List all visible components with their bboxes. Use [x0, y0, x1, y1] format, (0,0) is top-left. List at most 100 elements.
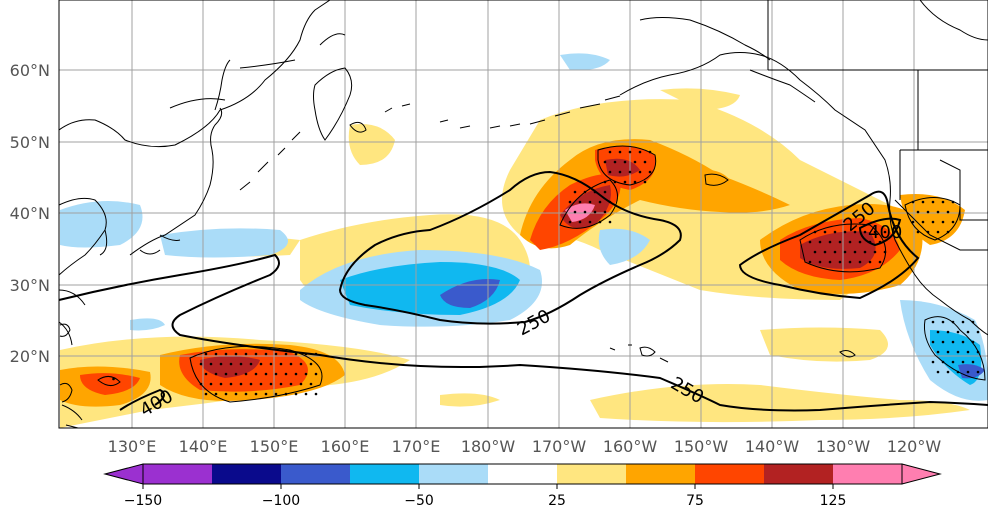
- lon-label: 180°W: [461, 437, 516, 456]
- stipple-dot: [224, 392, 228, 396]
- stipple-dot: [299, 382, 303, 386]
- stipple-dot: [941, 220, 945, 224]
- stipple-dot: [946, 350, 950, 354]
- stipple-dot: [853, 230, 857, 234]
- lat-label: 40°N: [10, 204, 50, 223]
- contour-label: 400: [868, 222, 902, 243]
- stipple-dot: [568, 220, 572, 224]
- lat-label: 60°N: [10, 61, 50, 80]
- stipple-dot: [838, 260, 842, 264]
- stipple-dot: [873, 230, 877, 234]
- stipple-dot: [294, 392, 298, 396]
- lon-label: 170°W: [532, 437, 587, 456]
- lon-label: 140°W: [745, 437, 800, 456]
- stipple-dot: [966, 370, 970, 374]
- stipple-dot: [112, 377, 115, 381]
- stipple-dot: [249, 382, 253, 386]
- stipple-dot: [956, 330, 960, 334]
- stipple-dot: [931, 340, 935, 344]
- stipple-dot: [593, 210, 597, 214]
- stipple-dot: [204, 352, 208, 356]
- stipple-dot: [259, 362, 263, 366]
- stipple-dot: [951, 220, 955, 224]
- stipple-dot: [848, 240, 852, 244]
- stipple-dot: [249, 362, 253, 366]
- stipple-dot: [936, 210, 940, 214]
- stipple-dot: [843, 230, 847, 234]
- stipple-dot: [274, 352, 278, 356]
- stipple-dot: [299, 362, 303, 366]
- stipple-dot: [603, 190, 607, 194]
- stipple-dot: [583, 210, 587, 214]
- lon-label: 150°W: [674, 437, 729, 456]
- longitude-labels: 130°E 140°E 150°E 160°E 170°E 180°W 170°…: [108, 437, 942, 456]
- colorbar-outline: [142, 463, 903, 485]
- colorbar-tick-label: 125: [820, 493, 847, 509]
- stipple-dot: [254, 372, 258, 376]
- political-borders: [767, 0, 988, 251]
- lon-label: 130°E: [108, 437, 157, 456]
- lat-label: 20°N: [10, 347, 50, 366]
- stipple-dot: [578, 200, 582, 204]
- stipple-dot: [916, 210, 920, 214]
- stipple-dot: [936, 230, 940, 234]
- stipple-dot: [234, 392, 238, 396]
- colorbar-bin: [419, 464, 488, 484]
- stipple-dot: [244, 372, 248, 376]
- stipple-dot: [279, 382, 283, 386]
- lon-label: 120°W: [887, 437, 942, 456]
- stipple-dot: [863, 230, 867, 234]
- colorbar-tick-label: 75: [686, 493, 704, 509]
- stipple-dot: [823, 250, 827, 254]
- colorbar-bin: [764, 464, 833, 484]
- lon-label: 170°E: [392, 437, 441, 456]
- stipple-dot: [244, 352, 248, 356]
- stipple-dot: [863, 250, 867, 254]
- contour-lines: [58, 170, 988, 412]
- stipple-dot: [199, 362, 203, 366]
- colorbar-bin: [557, 464, 626, 484]
- lon-label: 160°W: [603, 437, 658, 456]
- stipple-dot: [219, 382, 223, 386]
- stipple-dot: [966, 350, 970, 354]
- stipple-dot: [833, 250, 837, 254]
- coastlines: [58, 0, 988, 429]
- stipple-dot: [921, 220, 925, 224]
- stipple-dot: [603, 160, 607, 164]
- stipple-dot: [588, 200, 592, 204]
- stipple-dot: [956, 350, 960, 354]
- stipple-dot: [618, 170, 622, 174]
- stipple-dot: [971, 360, 975, 364]
- stipple-dot: [234, 372, 238, 376]
- lon-label: 160°E: [321, 437, 370, 456]
- colorbar-bin: [281, 464, 350, 484]
- stipple-dot: [638, 170, 642, 174]
- stipple-dot: [224, 372, 228, 376]
- colorbar-tick-label: −150: [124, 493, 162, 509]
- lon-label: 150°E: [250, 437, 299, 456]
- stipple-dot: [573, 210, 577, 214]
- stipple-dot: [254, 352, 258, 356]
- stipple-dot: [269, 382, 273, 386]
- stipple-dot: [643, 160, 647, 164]
- stipple-dot: [883, 230, 887, 234]
- lon-label: 140°E: [179, 437, 228, 456]
- stipple-dot: [204, 392, 208, 396]
- stipple-dot: [219, 362, 223, 366]
- stipple-dot: [578, 220, 582, 224]
- stipple-dot: [873, 250, 877, 254]
- stipple-dot: [603, 210, 607, 214]
- stipple-dot: [848, 260, 852, 264]
- stipple-dot: [294, 352, 298, 356]
- stipple-dot: [598, 200, 602, 204]
- stipple-dot: [623, 160, 627, 164]
- stipple-dot: [951, 360, 955, 364]
- stipple-dot: [633, 180, 637, 184]
- stipple-dot: [858, 240, 862, 244]
- stipple-dot: [239, 362, 243, 366]
- stipple-dot: [633, 160, 637, 164]
- colorbar-tick-label: 25: [548, 493, 566, 509]
- colorbar-bin: [695, 464, 764, 484]
- stipple-dot: [976, 330, 980, 334]
